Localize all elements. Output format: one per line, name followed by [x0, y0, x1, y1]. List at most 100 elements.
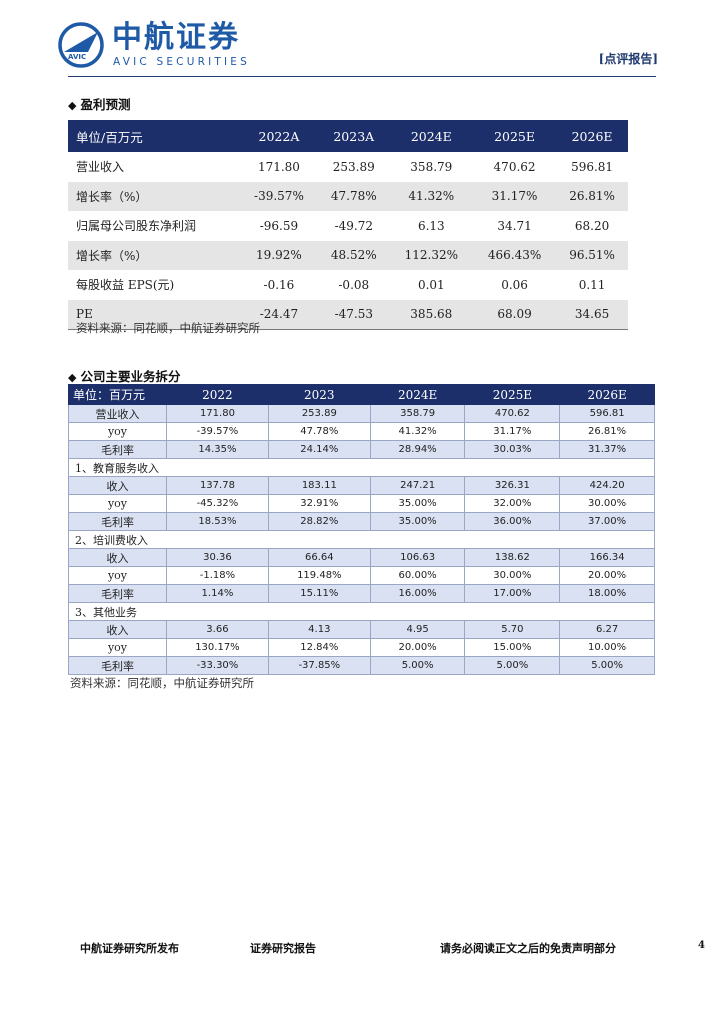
value-cell: 16.00%	[369, 584, 466, 603]
value-cell: 0.01	[417, 277, 445, 292]
table-row: 毛利率 1.14% 15.11% 16.00% 17.00% 18.00%	[68, 584, 655, 603]
value-cell: 385.68	[389, 299, 473, 330]
table-row: PE -24.47 -47.53 385.68 68.09 34.65	[68, 299, 628, 330]
value-cell: -33.30%	[166, 656, 269, 675]
svg-text:AVIC: AVIC	[68, 53, 86, 61]
year-header-cell: 2025E	[464, 384, 561, 405]
table-row: 收入 137.78 183.11 247.21 326.31 424.20	[68, 476, 655, 495]
page-number: 4	[698, 940, 705, 951]
forecast-source-note: 资料来源：同花顺，中航证券研究所	[76, 321, 260, 335]
row-label: yoy	[68, 422, 167, 441]
value-cell: 1.14%	[166, 584, 269, 603]
value-cell: 358.79	[410, 159, 453, 174]
avic-logo-icon: AVIC	[58, 22, 104, 68]
table-row: yoy 130.17% 12.84% 20.00% 15.00% 10.00%	[68, 638, 655, 657]
value-cell: 470.62	[464, 404, 561, 423]
value-cell: 3.66	[166, 620, 269, 639]
section-title-forecast: ◆ 盈利预测	[68, 97, 131, 112]
group-name: 3、其他业务	[68, 602, 655, 621]
year-header-cell: 2022A	[240, 120, 318, 152]
value-cell: 96.51%	[556, 240, 628, 270]
value-cell: 32.00%	[464, 494, 561, 513]
report-type-label: [点评报告]	[598, 52, 658, 66]
value-cell: 47.78%	[317, 181, 390, 211]
value-cell: -0.08	[338, 277, 370, 292]
unit-header-cell: 单位：百万元	[68, 384, 167, 405]
breakdown-table-header: 单位：百万元 2022 2023 2024E 2025E 2026E	[68, 384, 655, 405]
business-breakdown-table: 单位：百万元 2022 2023 2024E 2025E 2026E 营业收入 171.80…	[68, 384, 655, 675]
table-row: 归属母公司股东净利润 -96.59 -49.72 6.13 34.71 68.20	[68, 211, 628, 241]
diamond-bullet-icon: ◆	[68, 99, 77, 112]
value-cell: 37.00%	[559, 512, 655, 531]
value-cell: 28.94%	[369, 440, 466, 459]
value-cell: 166.34	[559, 548, 655, 567]
row-label: yoy	[68, 638, 167, 657]
value-cell: 138.62	[464, 548, 561, 567]
table-row: 每股收益 EPS(元) -0.16 -0.08 0.01 0.06 0.11	[68, 270, 628, 300]
row-label: 增长率（%）	[68, 240, 240, 270]
group-header-row: 1、教育服务收入	[68, 458, 655, 477]
value-cell: 466.43%	[472, 240, 557, 270]
value-cell: 20.00%	[559, 566, 655, 585]
value-cell: 41.32%	[389, 181, 473, 211]
table-row: yoy -1.18% 119.48% 60.00% 30.00% 20.00%	[68, 566, 655, 585]
value-cell: -39.57%	[240, 181, 318, 211]
year-header-cell: 2023	[267, 384, 371, 405]
value-cell: 6.27	[559, 620, 655, 639]
value-cell: 5.00%	[464, 656, 561, 675]
row-label: 营业收入	[68, 404, 167, 423]
value-cell: 47.78%	[267, 422, 371, 441]
group-name: 1、教育服务收入	[68, 458, 655, 477]
value-cell: 30.03%	[464, 440, 561, 459]
value-cell: 34.65	[556, 299, 628, 330]
value-cell: 253.89	[332, 159, 375, 174]
value-cell: 48.52%	[317, 240, 390, 270]
year-header-cell: 2026E	[559, 384, 655, 405]
value-cell: 14.35%	[166, 440, 269, 459]
table-row: yoy -39.57% 47.78% 41.32% 31.17% 26.81%	[68, 422, 655, 441]
value-cell: 30.00%	[464, 566, 561, 585]
value-cell: 41.32%	[369, 422, 466, 441]
value-cell: 4.13	[267, 620, 371, 639]
value-cell: -49.72	[334, 218, 373, 233]
row-label: 增长率（%）	[68, 181, 240, 211]
value-cell: 596.81	[571, 159, 614, 174]
page-header: AVIC 中航证券 AVIC SECURITIES [点评报告]	[0, 0, 724, 80]
value-cell: 20.00%	[369, 638, 466, 657]
row-label: 毛利率	[68, 440, 167, 459]
value-cell: -96.59	[259, 218, 299, 233]
value-cell: -24.47	[240, 299, 318, 330]
footer-disclaimer-note: 请务必阅读正文之后的免责声明部分	[440, 942, 616, 955]
value-cell: 183.11	[267, 476, 371, 495]
value-cell: 119.48%	[267, 566, 371, 585]
value-cell: 596.81	[559, 404, 655, 423]
value-cell: 4.95	[369, 620, 466, 639]
group-header-row: 2、培训费收入	[68, 530, 655, 549]
value-cell: 17.00%	[464, 584, 561, 603]
table-row: yoy -45.32% 32.91% 35.00% 32.00% 30.00%	[68, 494, 655, 513]
value-cell: 68.20	[574, 218, 610, 233]
value-cell: -0.16	[263, 277, 295, 292]
value-cell: 112.32%	[389, 240, 473, 270]
year-header-cell: 2024E	[369, 384, 466, 405]
value-cell: -47.53	[317, 299, 390, 330]
value-cell: 10.00%	[559, 638, 655, 657]
value-cell: 35.00%	[369, 512, 466, 531]
value-cell: 137.78	[166, 476, 269, 495]
group-name: 2、培训费收入	[68, 530, 655, 549]
value-cell: 31.17%	[472, 181, 557, 211]
footer-publisher: 中航证券研究所发布	[80, 942, 179, 955]
value-cell: 26.81%	[556, 181, 628, 211]
table-row: 营业收入 171.80 253.89 358.79 470.62 596.81	[68, 404, 655, 423]
diamond-bullet-icon: ◆	[68, 371, 77, 384]
table-row: 毛利率 -33.30% -37.85% 5.00% 5.00% 5.00%	[68, 656, 655, 675]
value-cell: 34.71	[497, 218, 532, 233]
row-label: yoy	[68, 566, 167, 585]
value-cell: 60.00%	[369, 566, 466, 585]
value-cell: 19.92%	[240, 240, 318, 270]
value-cell: 35.00%	[369, 494, 466, 513]
value-cell: 12.84%	[267, 638, 371, 657]
value-cell: 470.62	[493, 159, 536, 174]
value-cell: 5.70	[464, 620, 561, 639]
year-header-cell: 2025E	[472, 120, 557, 152]
